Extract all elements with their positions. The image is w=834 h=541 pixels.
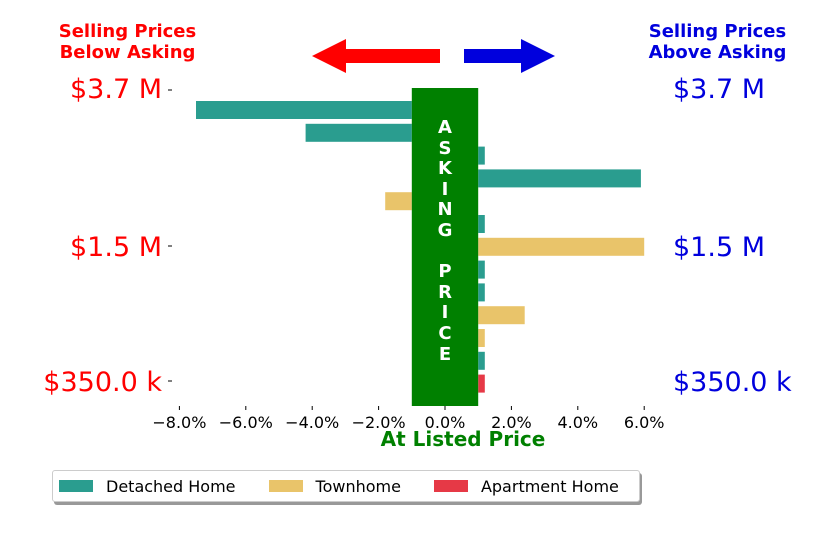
- asking-letter: E: [438, 343, 452, 365]
- asking-letter: A: [438, 117, 452, 138]
- asking-letter: N: [437, 199, 453, 221]
- x-tick-label: 4.0%: [557, 413, 599, 432]
- bar-detached-home: [478, 283, 485, 302]
- below-asking-title: Selling Prices Below Asking: [58, 21, 197, 63]
- bar-detached-home: [478, 169, 641, 188]
- x-tick-label: −4.0%: [285, 413, 340, 432]
- asking-letter: [411, 242, 479, 263]
- left-price-ticks: [168, 89, 172, 382]
- bar-detached-home: [196, 101, 412, 119]
- bar-detached-home: [478, 215, 485, 233]
- asking-letter: R: [438, 281, 452, 303]
- legend-swatch: [268, 480, 303, 492]
- legend-label: Apartment Home: [480, 476, 619, 496]
- bar-apartment-home: [478, 374, 485, 393]
- right-price-label: $1.5 M: [673, 232, 765, 263]
- bar-detached-home: [305, 123, 412, 142]
- asking-letter: S: [438, 137, 452, 159]
- asking-letter: G: [437, 219, 453, 241]
- legend-swatch: [59, 480, 93, 492]
- legend-label: Townhome: [315, 476, 401, 496]
- arrow-left-icon: [312, 39, 440, 73]
- legend-label: Detached Home: [106, 476, 236, 496]
- x-tick-label: −2.0%: [351, 413, 406, 432]
- x-axis-label: At Listed Price: [380, 427, 546, 451]
- asking-letter: K: [438, 158, 452, 180]
- bar-townhome: [478, 306, 525, 325]
- x-tick-label: 0.0%: [424, 413, 466, 432]
- direction-arrows: [312, 39, 555, 73]
- bar-townhome: [385, 192, 412, 211]
- x-tick-label: 6.0%: [623, 413, 665, 432]
- left-price-label: $350.0 k: [43, 367, 162, 398]
- bar-townhome: [478, 329, 485, 347]
- bar-detached-home: [478, 351, 485, 370]
- legend-item-detached: Detached Home: [59, 477, 236, 496]
- right-price-label: $3.7 M: [673, 74, 765, 105]
- left-price-label: $1.5 M: [70, 232, 162, 263]
- right-price-label: $350.0 k: [673, 367, 792, 398]
- x-tick-label: −6.0%: [218, 413, 273, 432]
- legend-item-townhome: Townhome: [268, 476, 401, 496]
- x-tick-marks: [178, 406, 645, 410]
- asking-letter: P: [438, 261, 452, 283]
- asking-letter: I: [441, 178, 449, 200]
- bar-detached-home: [478, 146, 485, 165]
- bars-group: [196, 101, 645, 393]
- asking-price-band: [411, 88, 479, 406]
- bar-townhome: [478, 237, 645, 256]
- left-price-label: $3.7 M: [70, 74, 162, 105]
- asking-price-band-text: A S K I N G P R I C E: [411, 117, 479, 365]
- asking-letter: C: [438, 322, 452, 344]
- x-tick-label: 2.0%: [491, 413, 532, 432]
- arrow-right-icon: [464, 39, 555, 73]
- legend-swatch: [433, 480, 468, 492]
- asking-letter: I: [441, 302, 449, 324]
- bar-detached-home: [478, 260, 485, 279]
- legend: Detached Home Townhome Apartment Home: [52, 470, 640, 502]
- above-asking-title: Selling Prices Above Asking: [648, 21, 787, 63]
- x-tick-label: −8.0%: [152, 413, 207, 432]
- legend-item-apartment: Apartment Home: [433, 476, 619, 496]
